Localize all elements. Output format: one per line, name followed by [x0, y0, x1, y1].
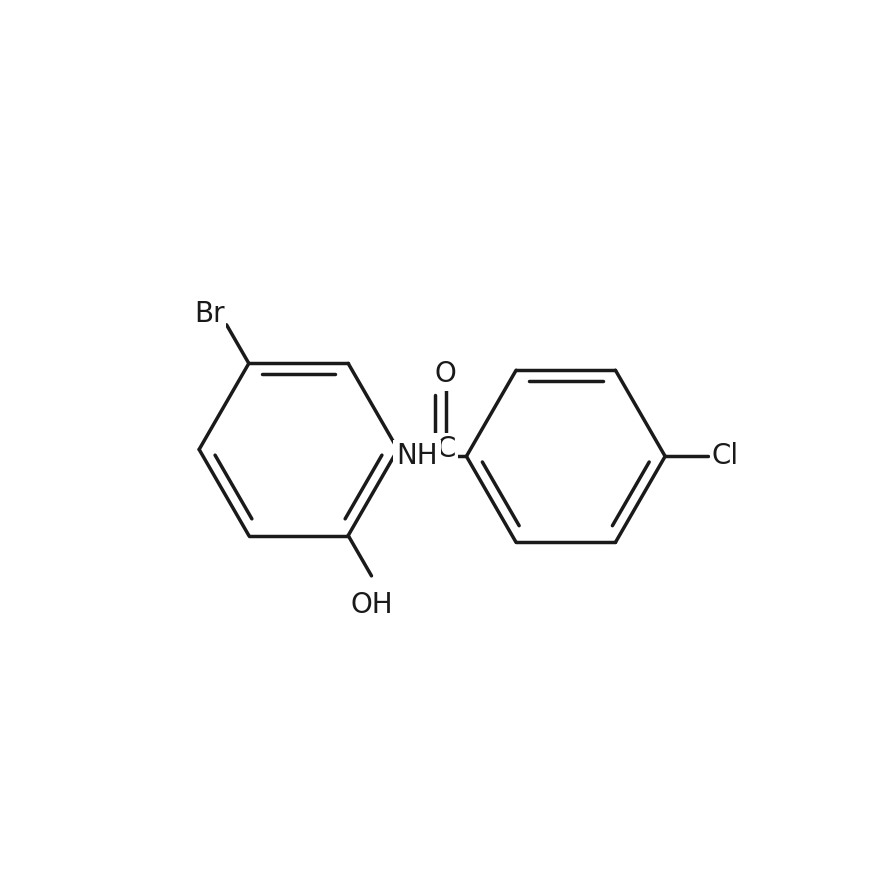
- Text: O: O: [435, 360, 457, 388]
- Text: NH: NH: [396, 442, 438, 470]
- Text: Br: Br: [194, 300, 225, 328]
- Text: C: C: [436, 435, 456, 464]
- Text: OH: OH: [350, 591, 392, 619]
- Text: Cl: Cl: [711, 442, 738, 470]
